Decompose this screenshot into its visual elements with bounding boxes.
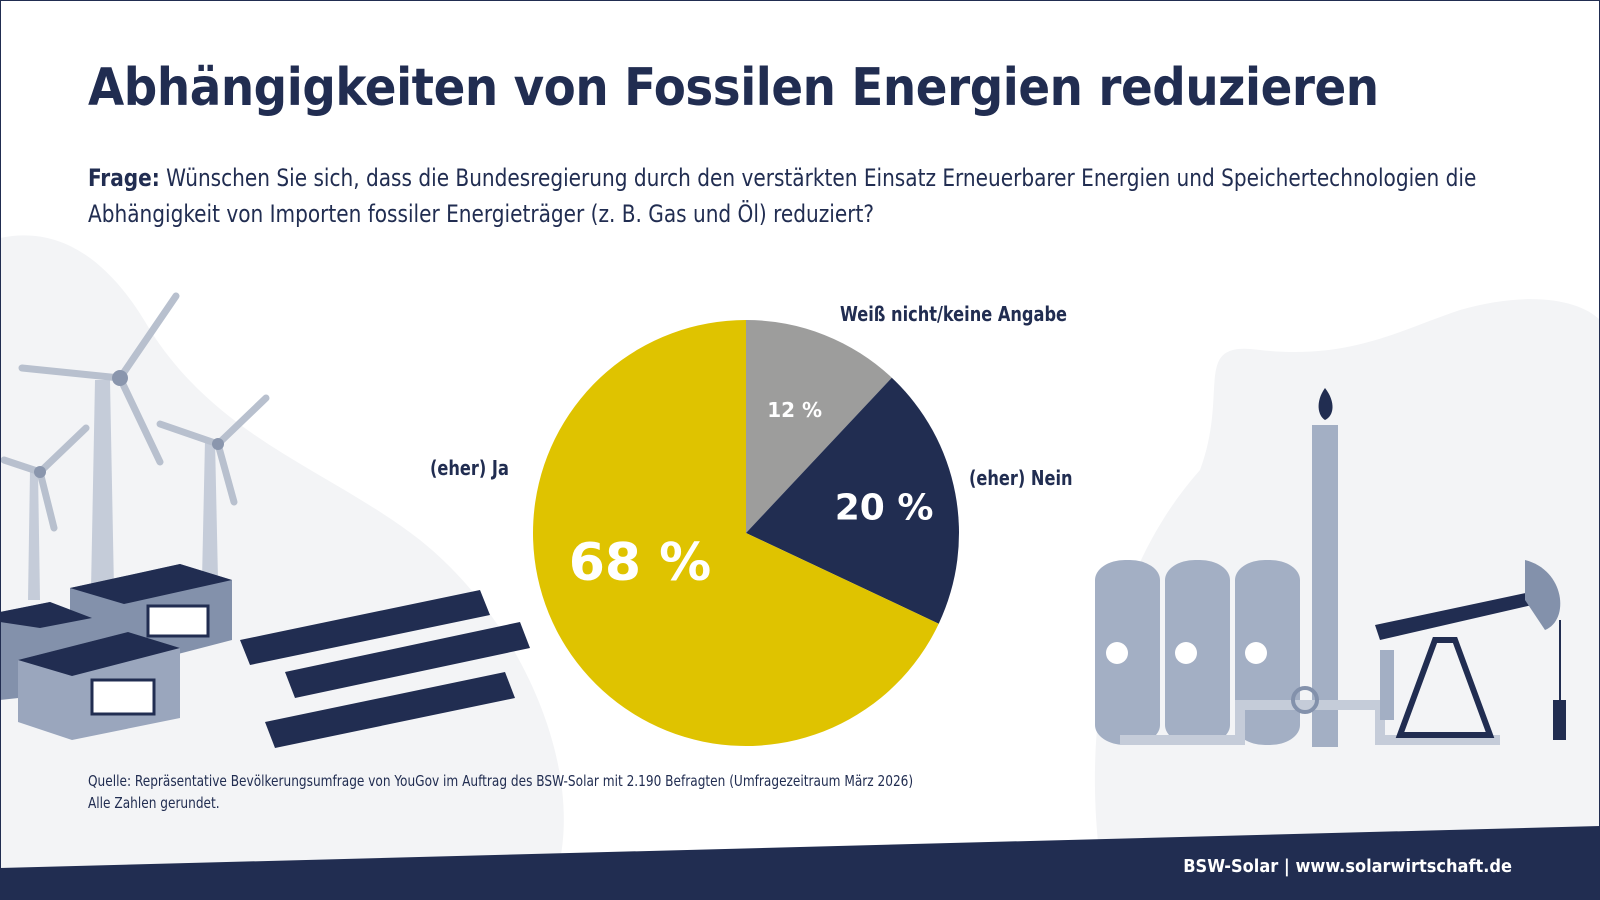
pie-slice-no [746,377,959,624]
question-label: Frage: [88,164,160,192]
gas-tanks-icon [1095,560,1300,745]
survey-question: Frage: Wünschen Sie sich, dass die Bunde… [88,160,1483,232]
solar-panels-icon [240,590,530,748]
pie-slice-yes [533,320,939,746]
source-note: Quelle: Repräsentative Bevölkerungsumfra… [88,770,913,814]
footer-band [0,826,1600,900]
legend-label-dont-know: Weiß nicht/keine Angabe [840,302,1068,326]
data-label-yes: 68 % [569,533,712,593]
page-title: Abhängigkeiten von Fossilen Energien red… [88,58,1379,118]
wind-turbines-icon [0,292,270,600]
pipeline-icon [1120,686,1500,745]
legend-label-no: (eher) Nein [969,466,1073,490]
rounding-note: Alle Zahlen gerundet. [88,794,220,812]
footer-credit: BSW-Solar | www.solarwirtschaft.de [1183,856,1512,877]
oil-pumpjack-icon [1375,560,1566,740]
question-text: Wünschen Sie sich, dass die Bundesregier… [88,164,1477,228]
data-label-no: 20 % [835,487,934,528]
pie-slice-dont-know [746,320,892,533]
source-line: Quelle: Repräsentative Bevölkerungsumfra… [88,772,914,790]
battery-storage-icon [0,564,232,740]
data-label-dont-know: 12 % [767,398,822,422]
legend-label-yes: (eher) Ja [430,456,509,480]
